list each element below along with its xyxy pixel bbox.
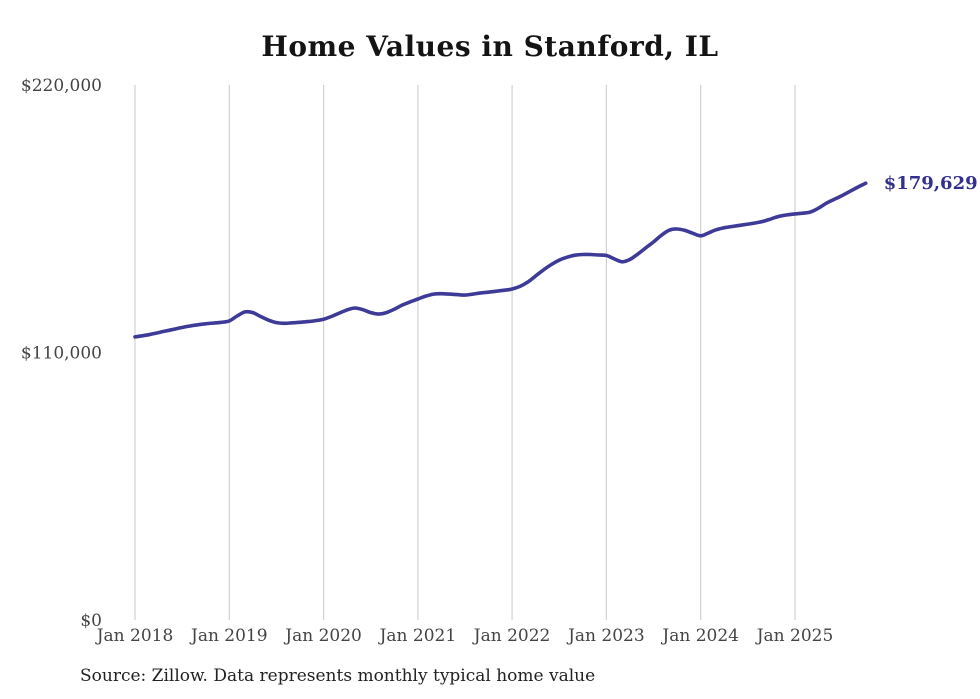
source-note: Source: Zillow. Data represents monthly … [80,666,596,686]
x-tick-label: Jan 2023 [566,626,645,646]
home-value-line [133,181,868,339]
x-tick-label: Jan 2024 [660,626,739,646]
x-tick-label: Jan 2021 [378,626,457,646]
y-tick-label: $110,000 [21,344,102,364]
x-tick-label: Jan 2020 [283,626,362,646]
x-tick-label: Jan 2025 [755,626,834,646]
x-tick-label: Jan 2022 [472,626,551,646]
chart-title: Home Values in Stanford, IL [261,30,719,63]
x-tick-label: Jan 2018 [95,626,174,646]
y-tick-label: $0 [80,611,102,631]
current-value-label: $179,629 [884,173,978,194]
x-tick-label: Jan 2019 [189,626,268,646]
y-tick-label: $220,000 [21,76,102,96]
